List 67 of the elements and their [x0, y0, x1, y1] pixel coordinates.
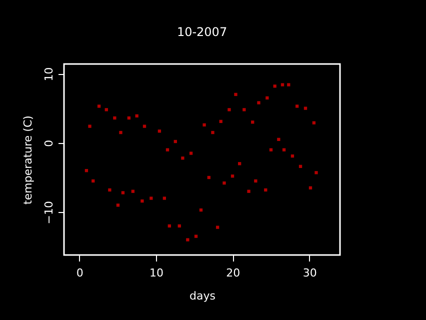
- point: [264, 188, 268, 192]
- y-tick-label: 10: [42, 67, 56, 82]
- point: [162, 196, 166, 200]
- point: [84, 168, 88, 172]
- point: [186, 238, 190, 242]
- point: [280, 83, 284, 86]
- point: [88, 124, 92, 128]
- point: [282, 148, 286, 152]
- point: [290, 154, 294, 158]
- point: [116, 204, 120, 207]
- point: [242, 108, 246, 112]
- point: [254, 179, 258, 183]
- point: [199, 208, 203, 212]
- point: [158, 130, 162, 133]
- point: [287, 83, 290, 86]
- point: [121, 191, 125, 194]
- point: [181, 156, 184, 160]
- y-tick-label: −10: [42, 200, 56, 224]
- point: [202, 123, 206, 126]
- point: [312, 121, 316, 124]
- y-axis-title: temperature (C): [22, 116, 34, 204]
- x-tick-label: 0: [76, 266, 84, 280]
- point: [194, 234, 198, 238]
- point: [189, 152, 193, 155]
- point: [216, 226, 220, 229]
- point: [298, 164, 302, 168]
- x-axis-title: days: [190, 290, 216, 302]
- point: [304, 106, 308, 110]
- point: [277, 138, 280, 142]
- point: [142, 124, 146, 128]
- point: [230, 174, 234, 178]
- point: [207, 176, 210, 180]
- point: [251, 120, 254, 124]
- point: [257, 101, 260, 104]
- point: [131, 190, 135, 193]
- x-tick-label: 10: [150, 266, 164, 280]
- point: [119, 130, 122, 134]
- x-tick-label: 20: [226, 266, 240, 280]
- point: [211, 130, 214, 134]
- point: [113, 116, 116, 120]
- point: [269, 148, 273, 152]
- point: [135, 114, 138, 118]
- point: [168, 224, 171, 228]
- point: [140, 199, 144, 203]
- point: [166, 148, 170, 152]
- point: [150, 196, 153, 200]
- point: [247, 190, 250, 193]
- point: [178, 224, 181, 228]
- point: [314, 171, 318, 174]
- point: [97, 104, 101, 108]
- point: [108, 188, 112, 192]
- point: [219, 120, 222, 124]
- point: [92, 179, 95, 183]
- point: [222, 181, 226, 185]
- x-tick-label: 30: [302, 266, 317, 280]
- chart-title: 10-2007: [176, 25, 228, 39]
- point: [228, 108, 231, 112]
- point: [266, 96, 269, 100]
- point: [238, 162, 242, 166]
- point: [308, 186, 312, 190]
- point: [273, 84, 276, 88]
- point: [234, 92, 238, 96]
- point: [174, 140, 177, 144]
- point: [127, 116, 131, 120]
- point: [104, 108, 108, 112]
- point: [295, 104, 299, 108]
- y-tick-label: 0: [42, 140, 56, 147]
